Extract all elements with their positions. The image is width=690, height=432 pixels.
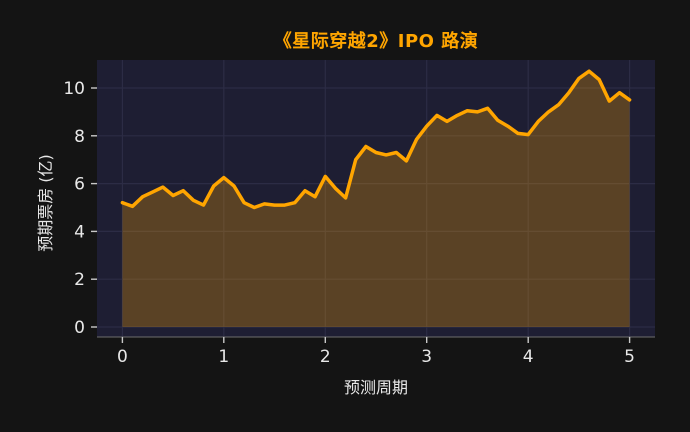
y-tick-label: 0: [74, 318, 85, 338]
area-fill: [122, 71, 630, 327]
x-axis-label: 预测周期: [343, 378, 408, 397]
x-tick-label: 3: [421, 347, 432, 367]
chart-title: 《星际穿越2》IPO 路演: [273, 31, 479, 52]
x-tick-label: 4: [523, 347, 534, 367]
x-tick-label: 2: [320, 347, 331, 367]
y-tick-label: 8: [74, 127, 85, 147]
y-axis-label: 预期票房 (亿): [36, 154, 55, 252]
y-tick-label: 4: [74, 222, 85, 242]
y-tick-label: 2: [74, 270, 85, 290]
y-tick-label: 10: [63, 79, 85, 99]
x-tick-label: 0: [117, 347, 128, 367]
x-tick-label: 1: [218, 347, 229, 367]
x-tick-label: 5: [624, 347, 635, 367]
data-line: [120, 69, 632, 210]
y-tick-label: 6: [74, 175, 85, 195]
